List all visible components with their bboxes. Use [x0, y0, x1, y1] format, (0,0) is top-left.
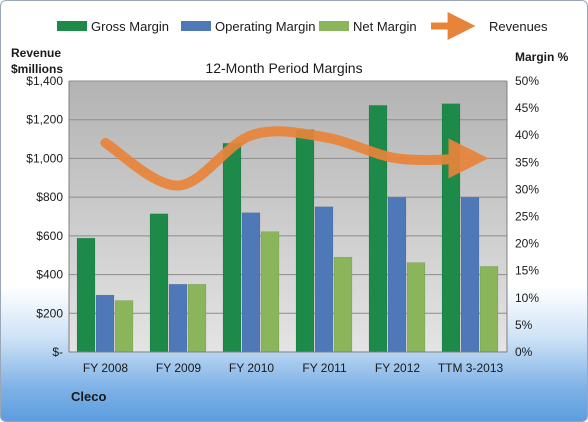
x-tick-label: FY 2009: [156, 361, 201, 375]
bar-operating-margin: [168, 284, 188, 353]
chart-title: 12-Month Period Margins: [205, 60, 362, 76]
right-tick-label: 50%: [515, 74, 539, 88]
bar-gross-margin: [149, 213, 169, 353]
legend-label: Gross Margin: [91, 19, 169, 34]
company-name: Cleco: [71, 389, 107, 404]
bar-operating-margin: [314, 206, 334, 353]
legend-swatch-net-margin: [319, 21, 349, 31]
bar-operating-margin: [241, 212, 261, 353]
right-tick-label: 20%: [515, 237, 539, 251]
axes: $- $200 $400 $600 $800 $1,000 $1,200 $1,400 0% 5%…: [26, 74, 539, 375]
x-tick-label: FY 2010: [229, 361, 274, 375]
right-axis-label: Margin %: [515, 50, 569, 64]
bar-net-margin: [260, 231, 280, 353]
x-tick-label: FY 2011: [302, 361, 347, 375]
bar-net-margin: [406, 262, 426, 353]
left-axis-label-line1: Revenue: [11, 46, 61, 60]
bar-net-margin: [187, 284, 207, 353]
bar-gross-margin: [76, 237, 96, 353]
left-tick-label: $200: [36, 306, 63, 320]
x-tick-label: FY 2008: [83, 361, 128, 375]
left-tick-label: $1,200: [26, 113, 63, 127]
bar-net-margin: [333, 256, 353, 353]
bar-gross-margin: [222, 143, 242, 353]
revenue-line: [100, 126, 489, 191]
bar-net-margin: [114, 300, 134, 353]
right-tick-label: 35%: [515, 155, 539, 169]
left-tick-label: $1,400: [26, 74, 63, 88]
bar-gross-margin: [441, 103, 461, 353]
revenue-line-series: [100, 126, 489, 191]
legend: Gross Margin Operating Margin Net Margin Re…: [57, 12, 548, 40]
left-tick-label: $400: [36, 268, 63, 282]
legend-swatch-operating-margin: [181, 21, 211, 31]
left-tick-label: $600: [36, 229, 63, 243]
right-tick-label: 40%: [515, 128, 539, 142]
gridlines: [69, 80, 507, 353]
left-axis-label-line2: $millions: [11, 62, 63, 76]
right-tick-label: 45%: [515, 101, 539, 115]
bar-net-margin: [479, 266, 499, 353]
legend-label: Revenues: [489, 19, 548, 34]
right-tick-label: 10%: [515, 291, 539, 305]
plot-area: [69, 81, 507, 352]
left-tick-label: $1,000: [26, 151, 63, 165]
bar-operating-margin: [95, 294, 115, 353]
left-tick-label: $-: [52, 345, 63, 359]
left-tick-label: $800: [36, 190, 63, 204]
right-tick-label: 25%: [515, 210, 539, 224]
x-tick-label: TTM 3-2013: [438, 361, 504, 375]
right-tick-label: 0%: [515, 345, 533, 359]
bar-gross-margin: [295, 129, 315, 353]
right-tick-label: 30%: [515, 182, 539, 196]
bar-operating-margin: [460, 197, 480, 353]
legend-label: Net Margin: [353, 19, 417, 34]
right-tick-label: 5%: [515, 318, 533, 332]
bar-operating-margin: [387, 197, 407, 353]
x-tick-label: FY 2012: [375, 361, 420, 375]
bar-gross-margin: [368, 105, 388, 353]
legend-label: Operating Margin: [215, 19, 315, 34]
legend-swatch-gross-margin: [57, 21, 87, 31]
right-tick-label: 15%: [515, 264, 539, 278]
